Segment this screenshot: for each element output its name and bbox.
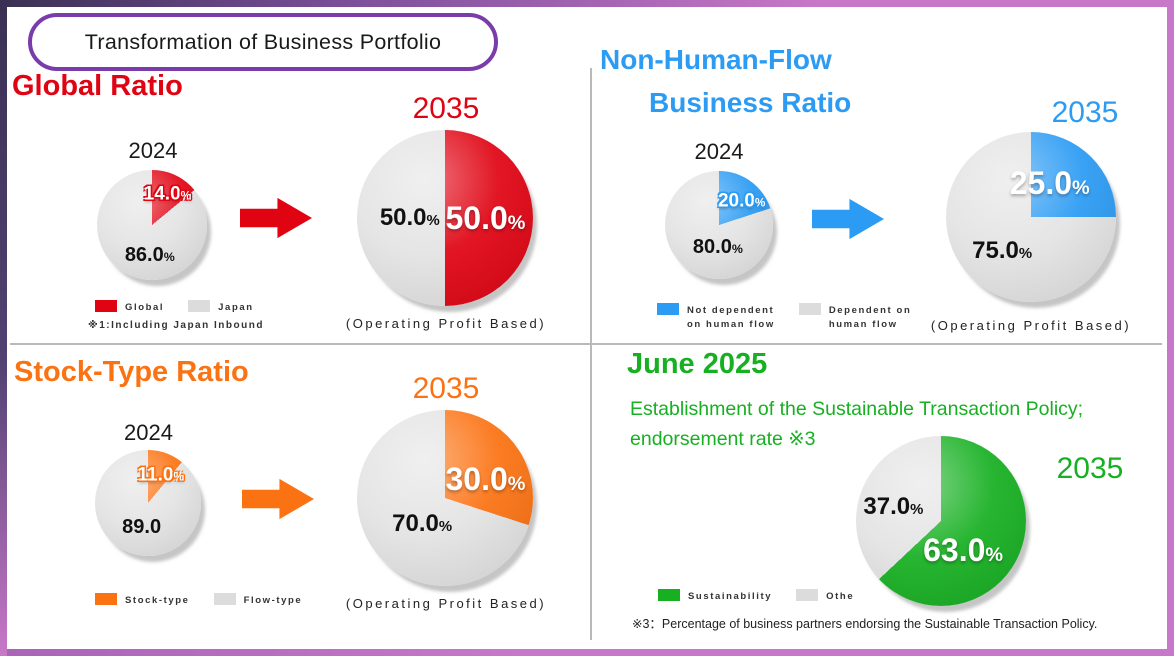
legend-label: Stock-type <box>125 595 190 606</box>
legend-label: Global <box>125 302 165 313</box>
stock-2035-main-slice-label: 30.0% <box>445 460 526 497</box>
border-left <box>0 0 7 656</box>
border-bottom <box>0 649 1174 656</box>
sustainability-subtitle-line1: Establishment of the Sustainable Transac… <box>630 398 1084 420</box>
legend-item: Not dependent on human flow <box>657 303 775 332</box>
japan-legend-swatch <box>188 300 211 312</box>
stock-type-heading: Stock-Type Ratio <box>14 356 249 388</box>
legend-item: Dependent on human flow <box>798 303 912 332</box>
nhf-2024-year-label: 2024 <box>694 139 744 164</box>
stock-2035-pie: 30.0% 70.0% <box>357 410 533 586</box>
sustainability-footnote: ※3：Percentage of business partners endor… <box>632 617 1098 631</box>
global-2035-other-slice-label: 50.0% <box>379 204 440 231</box>
stock-2024-other-slice-label: 89.0 <box>122 516 162 539</box>
global-2035-year-label: 2035 <box>412 92 480 125</box>
stock-legend: Stock-type Flow-type <box>95 593 302 608</box>
stock-2035-year-label: 2035 <box>412 372 480 405</box>
horizontal-divider <box>10 343 1162 345</box>
legend-item: Sustainability <box>658 589 772 604</box>
sustainability-2035-pie: 37.0% 63.0% <box>856 436 1026 606</box>
legend-item: Othe <box>796 589 854 604</box>
stock-2024-year-label: 2024 <box>124 420 173 445</box>
legend-label: Dependent on human flow <box>828 305 912 330</box>
stock-transition-arrow-icon <box>242 478 314 520</box>
legend-label: Sustainability <box>688 591 773 602</box>
slide-title: Transformation of Business Portfolio <box>84 29 442 54</box>
not-dependent-legend-swatch <box>657 303 679 315</box>
sustainability-legend: Sustainability Othe <box>658 589 854 604</box>
nhf-2024-pie: 20.0% 80.0% <box>665 171 773 279</box>
nhf-legend: Not dependent on human flow Dependent on… <box>657 303 911 332</box>
stock-2035-other-slice-label: 70.0% <box>392 510 453 538</box>
global-2024-main-slice-label: 14.0% <box>143 183 192 205</box>
stock-2024-pie: 11.0% 89.0 <box>95 450 201 556</box>
global-footnote: ※1:Including Japan Inbound <box>88 320 264 331</box>
global-2024-year-label: 2024 <box>128 138 178 163</box>
legend-item: Flow-type <box>213 593 303 608</box>
sustainability-2035-year-label: 2035 <box>1056 452 1124 485</box>
non-human-flow-heading-line1: Non-Human-Flow <box>600 44 832 75</box>
vertical-divider <box>590 68 592 640</box>
nhf-2035-pie: 25.0% 75.0% <box>946 132 1116 302</box>
nhf-2024-other-slice-label: 80.0% <box>692 235 743 258</box>
legend-label: Flow-type <box>243 595 303 606</box>
global-legend-swatch <box>95 300 117 312</box>
slide-title-pill: Transformation of Business Portfolio <box>28 13 498 71</box>
legend-label: Japan <box>218 302 254 313</box>
legend-label: Not dependent on human flow <box>687 305 775 330</box>
nhf-2024-main-slice-label: 20.0% <box>717 190 766 212</box>
border-right <box>1167 0 1174 656</box>
nhf-2035-main-slice-label: 25.0% <box>1009 165 1090 201</box>
stock-type-legend-swatch <box>95 593 117 605</box>
nhf-transition-arrow-icon <box>812 198 884 240</box>
june-2025-heading: June 2025 <box>627 348 768 380</box>
dependent-legend-swatch <box>798 303 821 315</box>
global-2024-pie: 14.0% 86.0% <box>97 170 207 280</box>
legend-item: Global <box>95 300 164 315</box>
legend-item: Japan <box>188 300 253 315</box>
border-top <box>0 0 1174 7</box>
legend-label: Othe <box>826 591 855 602</box>
legend-item: Stock-type <box>95 593 190 608</box>
global-transition-arrow-icon <box>240 197 312 239</box>
nhf-2035-year-label: 2035 <box>1051 96 1119 129</box>
other-legend-swatch <box>796 589 819 601</box>
sustainability-subtitle-line2: endorsement rate ※3 <box>630 428 816 450</box>
global-2035-main-slice-label: 50.0% <box>445 200 526 236</box>
global-2024-other-slice-label: 86.0% <box>124 243 175 266</box>
sustainability-main-slice-label: 63.0% <box>923 531 1004 568</box>
global-2035-pie: 50.0% 50.0% <box>357 130 533 306</box>
sustainability-other-slice-label: 37.0% <box>863 493 924 521</box>
non-human-flow-heading-line2: Business Ratio <box>649 87 852 118</box>
stock-caption: (Operating Profit Based) <box>345 596 547 611</box>
global-caption: (Operating Profit Based) <box>345 316 547 331</box>
global-ratio-heading: Global Ratio <box>12 70 183 102</box>
sustainability-legend-swatch <box>658 589 680 601</box>
flow-type-legend-swatch <box>213 593 236 605</box>
stock-2024-main-slice-label: 11.0% <box>137 464 184 486</box>
nhf-2035-other-slice-label: 75.0% <box>972 237 1033 264</box>
global-legend: Global Japan <box>95 300 254 315</box>
nhf-caption: (Operating Profit Based) <box>930 318 1132 333</box>
